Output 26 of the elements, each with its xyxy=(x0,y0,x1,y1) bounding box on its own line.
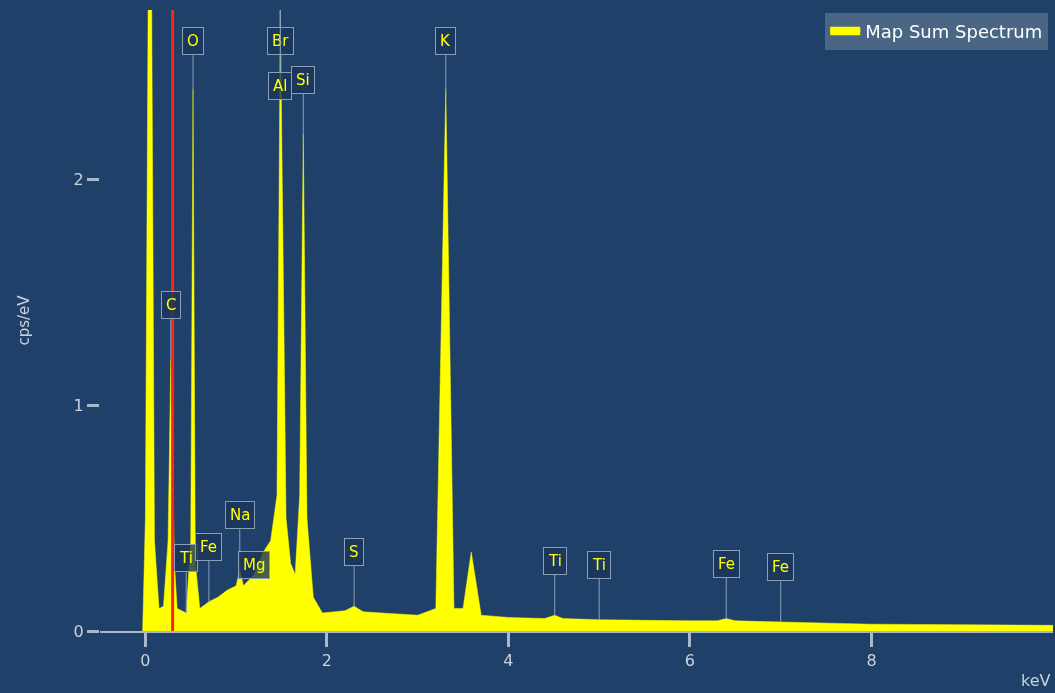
legend-label: Map Sum Spectrum xyxy=(865,21,1043,43)
annotation: Ti xyxy=(179,549,193,567)
y-tick-label: 2 xyxy=(73,169,84,189)
annotation: O xyxy=(187,32,199,50)
annotation: C xyxy=(166,296,177,314)
annotation: Ti xyxy=(592,556,606,574)
annotation: Al xyxy=(273,77,288,95)
annotation: K xyxy=(440,32,451,50)
x-tick-label: 8 xyxy=(866,651,877,671)
x-tick-label: 6 xyxy=(684,651,696,671)
y-tick-label: 1 xyxy=(73,395,84,415)
y-tick-label: 0 xyxy=(73,621,84,641)
x-tick-label: 4 xyxy=(503,651,514,671)
annotation: Mg xyxy=(243,556,266,574)
annotation: Si xyxy=(296,71,310,89)
annotation: Fe xyxy=(200,538,218,556)
x-tick-label: 2 xyxy=(321,651,332,671)
annotation: Ti xyxy=(548,552,562,570)
annotation: Na xyxy=(230,506,251,524)
annotation: Br xyxy=(272,32,290,50)
y-axis-title: cps/eV xyxy=(14,294,33,346)
annotation: Fe xyxy=(772,558,790,576)
annotation: S xyxy=(349,543,359,561)
x-axis-title: keV xyxy=(1021,671,1051,690)
annotation: Fe xyxy=(718,555,736,573)
x-tick-label: 0 xyxy=(140,651,151,671)
